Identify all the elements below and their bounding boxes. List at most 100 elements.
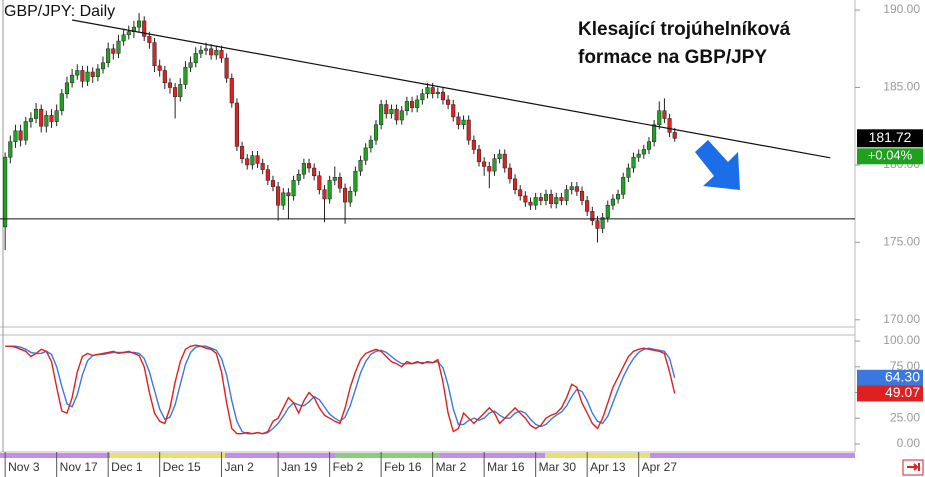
- y-tick-label: 100.00: [883, 333, 920, 347]
- candle-body: [574, 186, 579, 192]
- candle-body: [590, 211, 595, 221]
- candle-body: [209, 48, 214, 56]
- candle-body: [404, 101, 409, 111]
- candle-body: [85, 71, 90, 82]
- strip-segment: [225, 453, 335, 458]
- x-tick-label: Nov 3: [8, 460, 40, 474]
- candle-body: [178, 84, 183, 98]
- candle-body: [296, 173, 301, 181]
- candle-body: [234, 102, 239, 147]
- candle-body: [54, 110, 59, 122]
- candle-body: [621, 177, 626, 195]
- candle-body: [471, 139, 476, 150]
- candle-body: [28, 118, 33, 122]
- candle-body: [229, 77, 234, 104]
- date-strip: [0, 453, 855, 458]
- strip-segment: [0, 453, 110, 458]
- down-arrow: [695, 140, 740, 190]
- candle-body: [543, 194, 549, 201]
- candle-body: [250, 155, 255, 166]
- candle-body: [482, 161, 487, 167]
- x-tick-label: Feb 2: [333, 460, 364, 474]
- candle-body: [533, 197, 538, 206]
- candle-body: [585, 200, 590, 212]
- y-tick-label: 75.00: [890, 359, 920, 373]
- candle-body: [240, 146, 245, 159]
- candle-body: [337, 177, 342, 189]
- candle-body: [538, 197, 543, 201]
- candle-body: [23, 121, 28, 141]
- candle-body: [415, 99, 420, 108]
- candle-body: [373, 124, 379, 141]
- candles: [3, 13, 677, 251]
- candle-body: [265, 169, 270, 181]
- candle-body: [116, 40, 121, 54]
- arrow: [695, 140, 740, 190]
- y-tick-label: 25.00: [890, 410, 920, 424]
- candle-body: [255, 155, 260, 164]
- candle-body: [301, 163, 306, 175]
- candle-body: [106, 48, 111, 63]
- candle-body: [569, 186, 574, 190]
- candle-body: [616, 194, 621, 200]
- y-tick-label: 185.00: [883, 80, 920, 94]
- candle-body: [440, 91, 446, 101]
- candle-body: [605, 204, 610, 218]
- x-tick-label: Dec 15: [163, 460, 201, 474]
- candle-body: [312, 167, 317, 177]
- candle-body: [224, 57, 229, 79]
- candle-body: [549, 194, 554, 204]
- candle-body: [198, 50, 203, 54]
- candle-body: [384, 104, 389, 115]
- candle-body: [13, 130, 18, 142]
- candle-body: [492, 158, 497, 172]
- candle-body: [662, 110, 667, 119]
- candle-body: [672, 132, 677, 139]
- candle-body: [641, 149, 646, 155]
- candle-body: [100, 62, 106, 70]
- candle-body: [399, 110, 404, 121]
- change-box: [857, 148, 923, 165]
- candle-body: [487, 166, 492, 172]
- candle-body: [322, 189, 327, 200]
- candle-body: [18, 130, 23, 141]
- strip-segment: [110, 453, 225, 458]
- last-value-label: 64.30: [885, 368, 920, 384]
- candle-body: [610, 198, 615, 206]
- candle-body: [353, 170, 358, 192]
- strip-segment: [545, 453, 650, 458]
- candle-body: [327, 180, 332, 200]
- change-label: +0.04%: [868, 148, 913, 163]
- candle-body: [579, 191, 585, 201]
- candle-body: [513, 178, 518, 190]
- candle-body: [497, 153, 502, 159]
- candle-body: [183, 67, 188, 85]
- candle-body: [461, 119, 466, 125]
- x-tick-label: Mar 16: [487, 460, 525, 474]
- candle-body: [507, 167, 512, 180]
- candle-body: [528, 201, 533, 206]
- candle-body: [631, 156, 636, 169]
- annotation: formace na GBP/JPY: [578, 47, 767, 68]
- candle-body: [167, 82, 173, 88]
- candle-body: [394, 108, 399, 121]
- candle-body: [358, 160, 363, 172]
- candle-body: [409, 101, 415, 108]
- candle-body: [348, 191, 353, 203]
- candle-body: [188, 62, 193, 68]
- candle-body: [446, 99, 451, 105]
- candle-body: [595, 220, 600, 229]
- candle-body: [260, 163, 265, 170]
- x-tick-label: Apr 27: [642, 460, 678, 474]
- candle-body: [59, 93, 64, 111]
- candle-body: [646, 141, 652, 150]
- candle-body: [657, 110, 662, 125]
- candle-body: [466, 119, 471, 141]
- candle-body: [245, 158, 250, 166]
- x-tick-label: Feb 16: [384, 460, 422, 474]
- x-tick-label: Mar 2: [436, 460, 467, 474]
- candle-body: [90, 71, 95, 77]
- candle-body: [306, 163, 312, 169]
- candle-body: [121, 34, 126, 42]
- candle-body: [435, 91, 440, 94]
